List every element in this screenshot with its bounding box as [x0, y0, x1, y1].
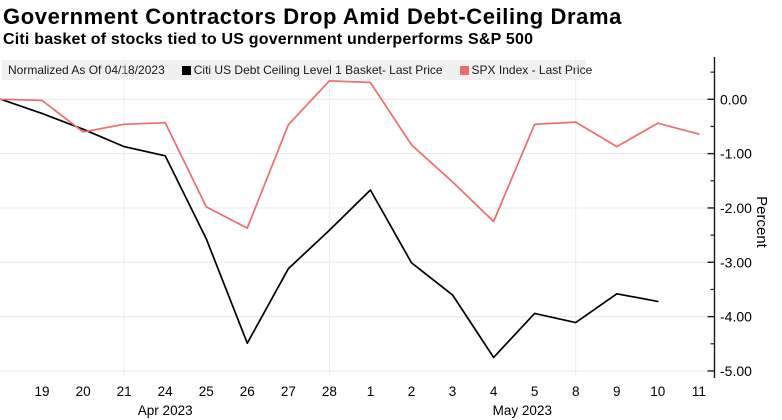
legend-normalized-note: Normalized As Of 04/18/2023 — [8, 63, 165, 77]
y-tick-label: -4.00 — [720, 309, 752, 325]
x-tick-label: 4 — [490, 384, 498, 399]
x-tick-label: 10 — [650, 384, 665, 399]
x-tick-label: 9 — [613, 384, 621, 399]
y-axis-title: Percent — [753, 196, 770, 249]
x-month-label: May 2023 — [493, 403, 552, 418]
legend-bar: Normalized As Of 04/18/2023 Citi US Debt… — [2, 60, 592, 80]
x-tick-label: 2 — [408, 384, 416, 399]
legend-item-citi-basket-label: Citi US Debt Ceiling Level 1 Basket- Las… — [193, 63, 443, 77]
x-tick-label: 27 — [281, 384, 296, 399]
spx-series-line — [0, 79, 700, 229]
basket-series-swatch-icon — [181, 65, 191, 75]
x-tick-label: 28 — [322, 384, 337, 399]
x-tick-label: 5 — [531, 384, 539, 399]
page-title: Government Contractors Drop Amid Debt-Ce… — [3, 4, 622, 29]
legend-item-citi-basket[interactable]: Citi US Debt Ceiling Level 1 Basket- Las… — [181, 63, 443, 77]
x-tick-label: 11 — [692, 384, 706, 399]
x-tick-label: 20 — [76, 384, 91, 399]
y-tick-label: -1.00 — [720, 146, 752, 162]
basket-series-line — [0, 98, 659, 359]
x-tick-label: 25 — [199, 384, 214, 399]
y-tick-label: -3.00 — [720, 254, 752, 270]
x-tick-label: 8 — [572, 384, 580, 399]
x-tick-label: 19 — [35, 384, 50, 399]
x-tick-label: 21 — [117, 384, 132, 399]
page-subtitle: Citi basket of stocks tied to US governm… — [3, 31, 534, 48]
x-month-label: Apr 2023 — [138, 403, 193, 418]
y-tick-label: -5.00 — [720, 363, 752, 379]
legend-item-spx-label: SPX Index - Last Price — [471, 63, 593, 77]
x-tick-label: 24 — [158, 384, 174, 399]
y-tick-label: 0.00 — [720, 91, 747, 107]
spx-series-swatch-icon — [459, 65, 469, 75]
y-tick-label: -2.00 — [720, 200, 752, 216]
x-tick-label: 3 — [449, 384, 457, 399]
legend-item-spx[interactable]: SPX Index - Last Price — [459, 63, 593, 77]
x-tick-label: 1 — [367, 384, 375, 399]
x-tick-label: 26 — [240, 384, 255, 399]
